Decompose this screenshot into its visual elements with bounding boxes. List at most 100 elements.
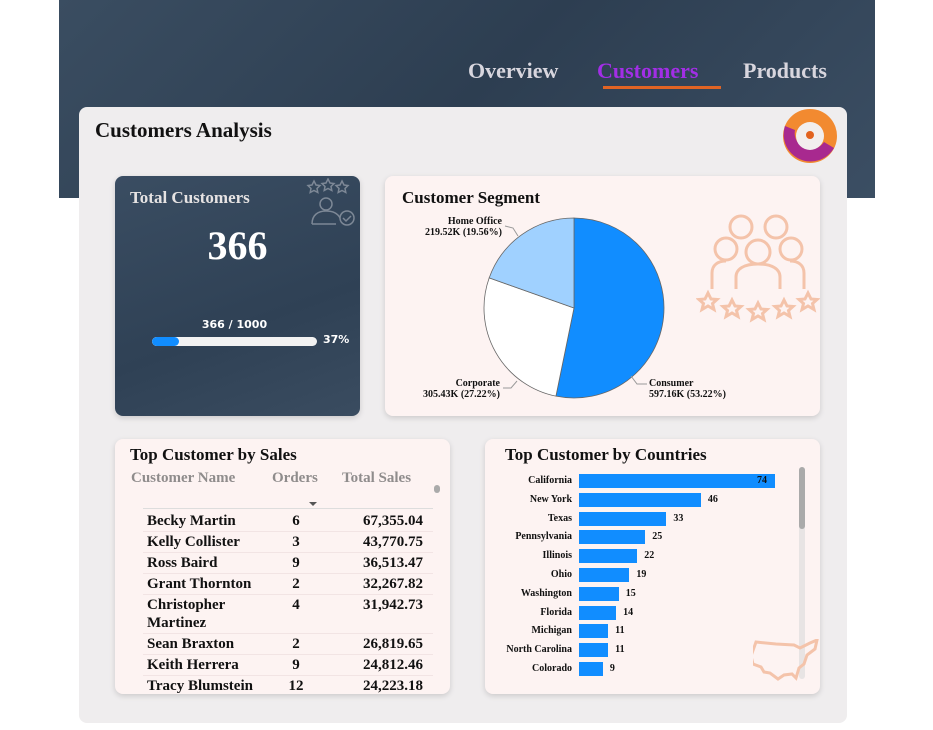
cell-customer-name: Christopher Martinez <box>147 597 226 631</box>
total-customers-card <box>115 176 360 416</box>
bar[interactable] <box>579 586 619 601</box>
cell-total-sales: 32,267.82 <box>363 576 423 592</box>
pie-slice-consumer[interactable] <box>555 217 665 399</box>
bar-value: 11 <box>615 625 625 637</box>
table-row[interactable]: Becky Martin 6 67,355.04 <box>143 511 433 532</box>
bar[interactable] <box>579 530 646 545</box>
kpi-progress-pct: 37% <box>323 333 350 346</box>
chart-scrollbar-thumb[interactable] <box>799 467 805 529</box>
column-header-orders[interactable]: Orders <box>272 470 318 486</box>
bar-label: California <box>528 475 572 486</box>
bar-value: 33 <box>673 512 684 524</box>
segment-title: Customer Segment <box>402 188 541 207</box>
bar[interactable] <box>579 474 775 488</box>
bar[interactable] <box>579 511 667 526</box>
bar[interactable] <box>579 492 701 507</box>
table-row[interactable]: Keith Herrera 9 24,812.46 <box>143 655 433 676</box>
pie-slice-home-office[interactable] <box>488 217 575 309</box>
cell-customer-name: Sean Braxton <box>147 636 235 652</box>
sales-table-title: Top Customer by Sales <box>130 445 297 464</box>
bar-label: Texas <box>547 512 572 524</box>
cell-customer-name: Grant Thornton <box>147 576 252 592</box>
bar-value: 19 <box>636 569 647 580</box>
sales-table-body: Becky Martin 6 67,355.04 Kelly Collister 3 43… <box>143 508 433 693</box>
chart-scrollbar[interactable] <box>799 467 805 679</box>
cell-orders: 2 <box>292 636 300 652</box>
cell-total-sales: 43,770.75 <box>363 534 423 550</box>
bar-label: Illinois <box>542 550 572 562</box>
cell-orders: 2 <box>292 576 300 592</box>
table-row[interactable]: Sean Braxton 2 26,819.65 <box>143 634 433 655</box>
cell-customer-name: Keith Herrera <box>147 657 239 673</box>
kpi-value: 366 <box>207 223 268 268</box>
cell-total-sales: 26,819.65 <box>363 636 423 652</box>
bar-label: Ohio <box>550 569 572 580</box>
table-row[interactable]: Ross Baird 9 36,513.47 <box>143 553 433 574</box>
table-scrollbar[interactable] <box>434 485 440 493</box>
kpi-progress-bar <box>152 337 317 346</box>
bar[interactable] <box>579 605 617 620</box>
bar-label: New York <box>529 493 572 505</box>
table-row[interactable]: Christopher Martinez 4 31,942.73 <box>143 595 433 634</box>
bar[interactable] <box>579 643 609 658</box>
bar[interactable] <box>579 624 609 639</box>
page-title: Customers Analysis <box>95 118 272 142</box>
pie-leader-line <box>630 375 647 385</box>
usa-map-icon <box>753 639 819 681</box>
bar-label: Michigan <box>531 625 572 637</box>
column-header-customer-name[interactable]: Customer Name <box>131 470 236 486</box>
cell-customer-name: Becky Martin <box>147 513 236 529</box>
table-row[interactable]: Kelly Collister 3 43,770.75 <box>143 532 433 553</box>
group-rating-icon <box>696 214 820 323</box>
bar-label: North Carolina <box>506 644 572 656</box>
cell-customer-name: Ross Baird <box>147 555 218 571</box>
bar-label: Washington <box>520 587 572 599</box>
table-row[interactable]: Tracy Blumstein 12 24,223.18 <box>143 676 433 693</box>
pie-slice-corporate[interactable] <box>483 277 575 397</box>
bar-value: 11 <box>615 644 625 656</box>
cell-orders: 6 <box>292 513 300 529</box>
tab-customers[interactable]: Customers <box>597 58 699 83</box>
bar-value: 14 <box>623 606 634 618</box>
cell-total-sales: 67,355.04 <box>363 513 423 529</box>
bar-value: 9 <box>609 663 615 674</box>
kpi-title: Total Customers <box>130 188 250 207</box>
tab-products[interactable]: Products <box>743 58 827 83</box>
kpi-progress-label: 366 / 1000 <box>201 318 268 331</box>
cell-orders: 9 <box>292 555 300 571</box>
countries-title: Top Customer by Countries <box>505 445 707 464</box>
top-customer-sales-card <box>115 439 450 694</box>
bar-label: Colorado <box>532 663 572 674</box>
bar-value: 74 <box>757 475 767 486</box>
bar-value: 15 <box>625 587 636 599</box>
cell-total-sales: 24,812.46 <box>363 657 423 673</box>
bar-value: 46 <box>707 493 718 505</box>
bar-value: 22 <box>644 550 655 562</box>
pie-label-consumer: Consumer 597.16K (53.22%) <box>649 378 726 400</box>
pie-label-corporate: Corporate 305.43K (27.22%) <box>423 378 500 400</box>
company-logo-icon <box>783 109 837 163</box>
sort-descending-icon[interactable] <box>309 502 317 506</box>
bar[interactable] <box>579 568 630 582</box>
pie-leader-line <box>504 225 519 237</box>
user-rating-icon <box>306 178 355 226</box>
pie-label-home-office: Home Office 219.52K (19.56%) <box>425 216 502 238</box>
cell-customer-name: Kelly Collister <box>147 534 240 550</box>
bar[interactable] <box>579 549 638 564</box>
cell-customer-name: Tracy Blumstein <box>147 678 253 693</box>
bar-label: Pennsylvania <box>515 531 572 543</box>
cell-orders: 3 <box>292 534 300 550</box>
column-header-total-sales[interactable]: Total Sales <box>342 470 412 486</box>
kpi-progress-fill <box>152 337 180 346</box>
cell-orders: 4 <box>292 597 300 613</box>
cell-orders: 12 <box>288 678 304 693</box>
bar-value: 25 <box>652 531 663 543</box>
table-row[interactable]: Grant Thornton 2 32,267.82 <box>143 574 433 595</box>
active-tab-underline <box>603 86 721 89</box>
tab-overview[interactable]: Overview <box>468 58 559 83</box>
cell-total-sales: 31,942.73 <box>363 597 423 613</box>
bar-label: Florida <box>540 606 572 618</box>
cell-orders: 9 <box>292 657 300 673</box>
segment-pie-chart <box>483 217 665 399</box>
bar[interactable] <box>579 662 603 676</box>
